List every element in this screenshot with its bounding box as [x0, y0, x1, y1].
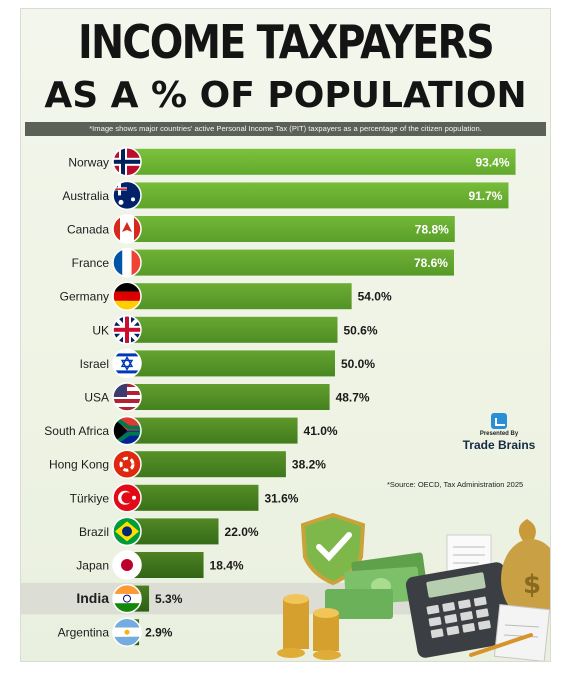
coin-stack-icon: [277, 594, 341, 660]
calculator-icon: [405, 562, 517, 658]
value-label-turkiye: 31.6%: [264, 491, 298, 505]
brand-logo: Presented By Trade Brains: [459, 413, 539, 452]
value-label-uk: 50.6%: [343, 323, 377, 337]
bar-canada: [127, 216, 455, 242]
category-label-hong-kong: Hong Kong: [49, 458, 109, 472]
value-label-france: 78.6%: [414, 256, 448, 270]
bar-uk: [127, 316, 338, 343]
money-calculator-illustration: $: [277, 512, 550, 661]
value-label-germany: 54.0%: [358, 290, 392, 304]
value-label-israel: 50.0%: [341, 357, 375, 371]
category-label-israel: Israel: [80, 357, 109, 371]
chart-title: INCOME TAXPAYERS: [77, 15, 495, 69]
svg-text:$: $: [523, 570, 541, 600]
brazil-flag-icon: [112, 516, 142, 547]
japan-flag-icon: [112, 550, 142, 580]
bar-brazil: [127, 518, 219, 545]
bar-france: [127, 249, 454, 276]
hong-kong-flag-icon: [112, 449, 142, 479]
canada-flag-icon: [112, 214, 142, 244]
norway-flag-icon: [112, 147, 142, 177]
value-label-hong-kong: 38.2%: [292, 458, 326, 472]
value-label-japan: 18.4%: [210, 559, 244, 573]
india-flag-icon: [112, 583, 142, 614]
value-label-usa: 48.7%: [336, 391, 370, 405]
category-label-germany: Germany: [60, 290, 109, 304]
bar-norway: [127, 148, 516, 175]
value-label-canada: 78.8%: [415, 223, 449, 237]
source-note: *Source: OECD, Tax Administration 2025: [387, 480, 524, 489]
category-label-brazil: Brazil: [79, 525, 109, 539]
category-label-australia: Australia: [62, 189, 109, 203]
category-label-argentina: Argentina: [58, 626, 110, 640]
category-label-norway: Norway: [68, 155, 109, 169]
bar-australia: [127, 182, 509, 209]
money-bag-icon: $: [501, 519, 550, 619]
category-label-canada: Canada: [67, 223, 109, 237]
category-label-france: France: [72, 256, 110, 270]
category-label-usa: USA: [84, 391, 109, 405]
value-label-brazil: 22.0%: [225, 525, 259, 539]
bar-usa: [127, 384, 330, 410]
south-africa-flag-icon: [112, 415, 142, 446]
argentina-flag-icon: [112, 617, 142, 647]
uk-flag-icon: [112, 315, 142, 345]
value-label-argentina: 2.9%: [145, 626, 173, 640]
france-flag-icon: [112, 247, 142, 278]
bar-turkiye: [127, 484, 259, 511]
category-label-japan: Japan: [76, 559, 109, 573]
cash-stack-icon: [325, 552, 427, 619]
turkiye-flag-icon: [112, 483, 142, 513]
value-label-australia: 91.7%: [468, 189, 502, 203]
category-label-south-africa: South Africa: [44, 424, 109, 438]
trade-brains-logo-icon: [491, 413, 507, 429]
bar-israel: [127, 350, 335, 377]
bar-germany: [127, 283, 352, 310]
value-label-india: 5.3%: [155, 592, 183, 606]
brand-name: Trade Brains: [462, 438, 536, 452]
bar-hong-kong: [127, 451, 286, 478]
presented-by-label: Presented By: [479, 431, 519, 437]
bar-south-africa: [127, 417, 298, 444]
category-label-turkiye: Türkiye: [70, 491, 110, 505]
germany-flag-icon: [112, 281, 142, 311]
category-label-uk: UK: [92, 323, 109, 337]
israel-flag-icon: [112, 348, 142, 379]
category-label-india: India: [76, 590, 109, 606]
tax-form-icon: [469, 603, 550, 661]
value-label-south-africa: 41.0%: [304, 424, 338, 438]
chart-note: *Image shows major countries' active Per…: [25, 122, 546, 136]
usa-flag-icon: [112, 382, 142, 412]
australia-flag-icon: [112, 180, 142, 211]
value-label-norway: 93.4%: [476, 155, 510, 169]
infographic-card: INCOME TAXPAYERS AS A % OF POPULATION *I…: [20, 8, 551, 662]
chart-subtitle: AS A % OF POPULATION: [44, 75, 527, 116]
